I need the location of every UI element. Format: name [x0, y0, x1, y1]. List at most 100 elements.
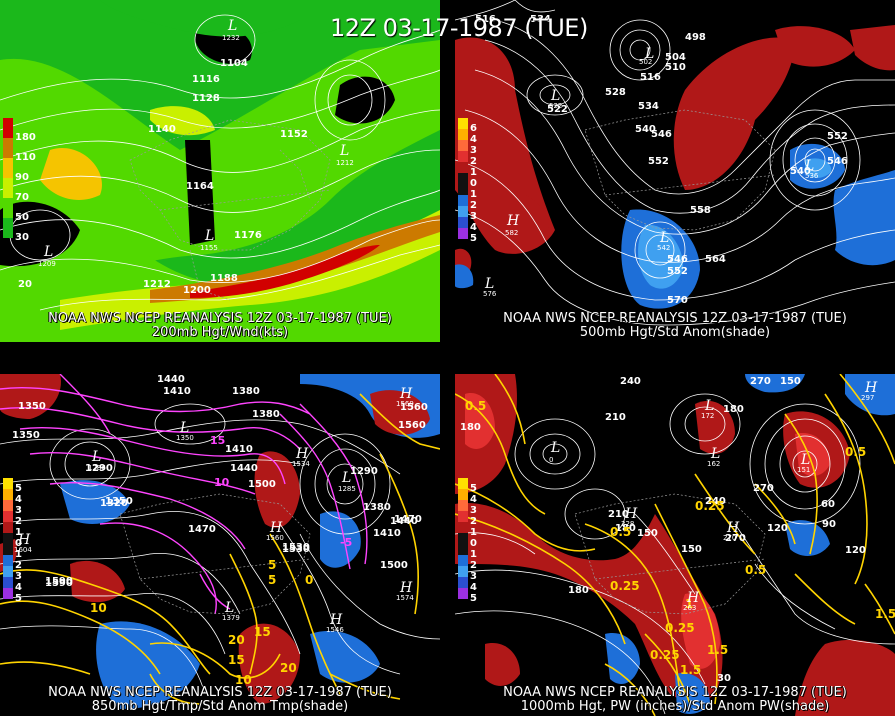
- legend-label: 1: [470, 189, 477, 200]
- panel-caption-field: 500mb Hgt/Std Anom(shade): [579, 325, 771, 340]
- contour-label: 30: [717, 673, 731, 684]
- panel-caption-source: NOAA NWS NCEP REANALYSIS 12Z 03-17-1987 …: [48, 311, 392, 326]
- pw-label: 0.5: [610, 525, 631, 539]
- svg-text:H: H: [624, 506, 638, 522]
- legend-label: 5: [470, 233, 477, 244]
- contour-label: 552: [648, 156, 669, 167]
- map-850mb: 1440 1410 1380 1350 1380 1410 1440 1470 …: [0, 374, 440, 716]
- legend-swatch: [458, 129, 468, 140]
- legend-label: 4: [470, 494, 477, 505]
- contour-label: 1152: [280, 129, 308, 140]
- svg-text:1155: 1155: [200, 244, 218, 252]
- svg-text:L: L: [550, 440, 560, 456]
- contour-label: 1116: [192, 74, 220, 85]
- svg-text:297: 297: [861, 394, 874, 402]
- svg-text:1574: 1574: [396, 594, 414, 602]
- contour-label: 522: [547, 104, 568, 115]
- svg-text:L: L: [341, 470, 351, 486]
- contour-label: 1200: [183, 285, 211, 296]
- panel-caption-field: 200mb Hgt/Wnd(kts): [151, 325, 289, 340]
- svg-text:1285: 1285: [338, 485, 356, 493]
- pw-label: 1.5: [680, 663, 701, 677]
- contour-label: 504: [665, 52, 686, 63]
- legend-swatch: [458, 478, 468, 489]
- svg-text:L: L: [43, 244, 53, 260]
- pw-label: 0.5: [745, 563, 766, 577]
- contour-label: 270: [750, 376, 771, 387]
- legend-label: 30: [15, 232, 29, 243]
- svg-text:L: L: [227, 18, 237, 34]
- pw-label: 1.5: [875, 607, 895, 621]
- contour-label: 1176: [234, 230, 262, 241]
- contour-label: 270: [753, 483, 774, 494]
- legend-swatch: [3, 500, 13, 511]
- legend-swatch: [458, 511, 468, 522]
- legend-swatch: [3, 218, 13, 238]
- legend-swatch: [458, 217, 468, 228]
- legend-label: 0: [470, 538, 477, 549]
- svg-text:L: L: [704, 398, 714, 414]
- svg-text:L: L: [710, 446, 720, 462]
- legend-label: 2: [470, 516, 477, 527]
- legend-swatch: [3, 118, 13, 138]
- legend-swatch: [3, 522, 13, 533]
- svg-text:H: H: [686, 590, 700, 606]
- legend-swatch: [3, 489, 13, 500]
- contour-label: 546: [651, 129, 672, 140]
- legend-label: 50: [15, 212, 29, 223]
- contour-label: 546: [827, 156, 848, 167]
- pw-label: 0.25: [695, 499, 725, 513]
- contour-label: 1440: [230, 463, 258, 474]
- legend-swatch: [458, 151, 468, 162]
- contour-label: 1410: [225, 444, 253, 455]
- contour-label: 1380: [363, 502, 391, 513]
- legend-swatch: [3, 566, 13, 577]
- temp-label: -5: [340, 536, 352, 549]
- legend-swatch: [458, 206, 468, 217]
- legend-label: 2: [470, 200, 477, 211]
- svg-text:522: 522: [549, 102, 562, 110]
- panel-caption-source: NOAA NWS NCEP REANALYSIS 12Z 03-17-1987 …: [48, 685, 392, 700]
- legend-label: 1: [15, 549, 22, 560]
- contour-label: 516: [475, 14, 496, 25]
- legend-swatch: [458, 162, 468, 173]
- contour-label: 1500: [380, 560, 408, 571]
- legend-label: 70: [15, 192, 29, 203]
- panel-caption-field: 850mb Hgt/Tmp/Std Anom Tmp(shade): [91, 699, 349, 714]
- legend-swatch: [3, 198, 13, 218]
- contour-label: 1128: [192, 93, 220, 104]
- svg-text:H: H: [506, 213, 520, 229]
- legend-label: 2: [15, 516, 22, 527]
- contour-label: 210: [608, 509, 629, 520]
- contour-label: 1104: [220, 58, 248, 69]
- contour-label: 564: [705, 254, 726, 265]
- legend-swatch: [458, 522, 468, 533]
- legend-swatch: [458, 544, 468, 555]
- contour-label: 150: [681, 544, 702, 555]
- low-center: L 1209: [38, 244, 56, 268]
- svg-text:H: H: [399, 386, 413, 402]
- legend-label: 180: [15, 132, 36, 143]
- contour-label: 150: [637, 528, 658, 539]
- contour-label: 60: [821, 499, 835, 510]
- legend-label: 4: [15, 494, 22, 505]
- contour-label: 1320: [100, 498, 128, 509]
- legend-swatch: [458, 173, 468, 184]
- contour-label: 20: [18, 279, 32, 290]
- legend-label: 3: [15, 505, 22, 516]
- contour-label: 1590: [45, 576, 73, 587]
- svg-text:L: L: [484, 276, 494, 292]
- svg-text:1232: 1232: [222, 34, 240, 42]
- pw-label: 0.5: [845, 445, 866, 459]
- contour-label: 510: [665, 62, 686, 73]
- svg-text:H: H: [17, 532, 31, 548]
- contour-label: 534: [638, 101, 659, 112]
- legend-label: 4: [470, 134, 477, 145]
- legend-swatch: [3, 158, 13, 178]
- contour-label: 1290: [350, 466, 378, 477]
- low-center: L 1232: [222, 18, 240, 42]
- pw-label: 0.25: [665, 621, 695, 635]
